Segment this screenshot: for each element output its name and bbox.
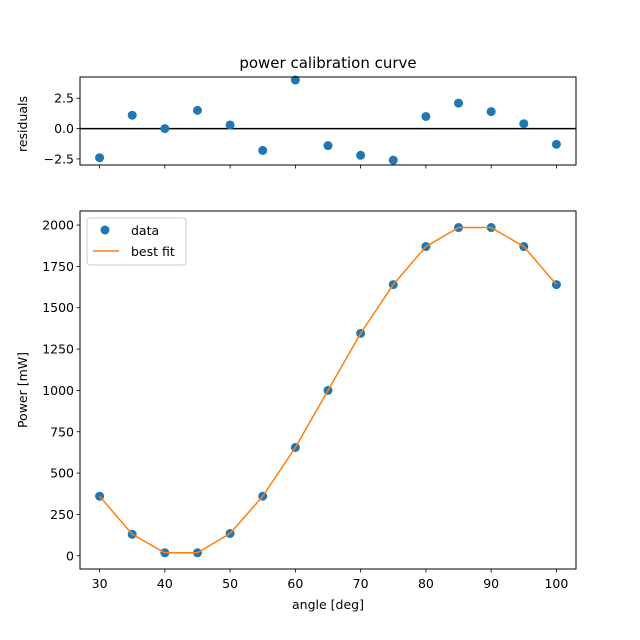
power-plot-area: 0 250 500 750 1000 1250 1500 1750 2000 30 40 50 60 70… xyxy=(42,218,568,591)
residual-point xyxy=(258,145,268,155)
power-ytick-label: 1500 xyxy=(42,300,74,315)
angle-xtick-label: 40 xyxy=(157,576,173,591)
angle-xtick-label: 60 xyxy=(287,576,303,591)
residual-point xyxy=(454,98,464,108)
legend-data-marker xyxy=(100,225,110,235)
residuals-axes-frame xyxy=(79,76,577,166)
angle-xtick-label: 100 xyxy=(544,576,568,591)
legend: data best fit xyxy=(86,217,187,266)
angle-axis-label: angle [deg] xyxy=(292,597,364,612)
power-ytick-label: 250 xyxy=(50,507,74,522)
angle-xtick-label: 90 xyxy=(483,576,499,591)
residual-point xyxy=(290,75,300,85)
residuals-ytick-label: 0.0 xyxy=(54,121,74,136)
power-ytick-label: 2000 xyxy=(42,218,74,233)
residuals-plot-area: −2.5 0.0 2.5 xyxy=(44,75,576,169)
angle-xtick-label: 70 xyxy=(353,576,369,591)
power-panel: Power [mW] angle [deg] 0 250 500 750 1000 125… xyxy=(15,210,577,612)
residuals-panel: power calibration curve residuals −2.5 0.… xyxy=(15,54,577,169)
power-ytick-label: 500 xyxy=(50,466,74,481)
residual-point xyxy=(519,119,529,129)
power-ytick-label: 750 xyxy=(50,424,74,439)
residual-point xyxy=(356,150,366,160)
residual-point xyxy=(127,110,137,120)
residual-point xyxy=(323,141,333,151)
residuals-ytick-label: −2.5 xyxy=(44,151,74,166)
residual-point xyxy=(192,105,202,115)
legend-data-label: data xyxy=(131,223,159,238)
residual-point xyxy=(421,111,431,121)
residuals-ytick-label: 2.5 xyxy=(54,91,74,106)
residual-point xyxy=(95,153,105,163)
residual-point xyxy=(551,139,561,149)
power-axis-label: Power [mW] xyxy=(15,352,30,428)
residual-point xyxy=(160,124,170,134)
angle-xtick-label: 80 xyxy=(418,576,434,591)
residual-point xyxy=(486,107,496,117)
power-ytick-label: 1000 xyxy=(42,383,74,398)
legend-box xyxy=(86,217,187,266)
legend-fit-label: best fit xyxy=(131,244,175,259)
power-ytick-label: 1750 xyxy=(42,259,74,274)
residual-point xyxy=(225,120,235,130)
power-ytick-label: 1250 xyxy=(42,342,74,357)
residual-point xyxy=(388,155,398,165)
best-fit-line xyxy=(99,226,557,554)
power-ytick-label: 0 xyxy=(66,548,74,563)
residuals-axis-label: residuals xyxy=(15,96,30,152)
chart-title: power calibration curve xyxy=(239,54,416,72)
angle-xtick-label: 30 xyxy=(92,576,108,591)
angle-xtick-label: 50 xyxy=(222,576,238,591)
power-axes-frame xyxy=(79,210,577,570)
